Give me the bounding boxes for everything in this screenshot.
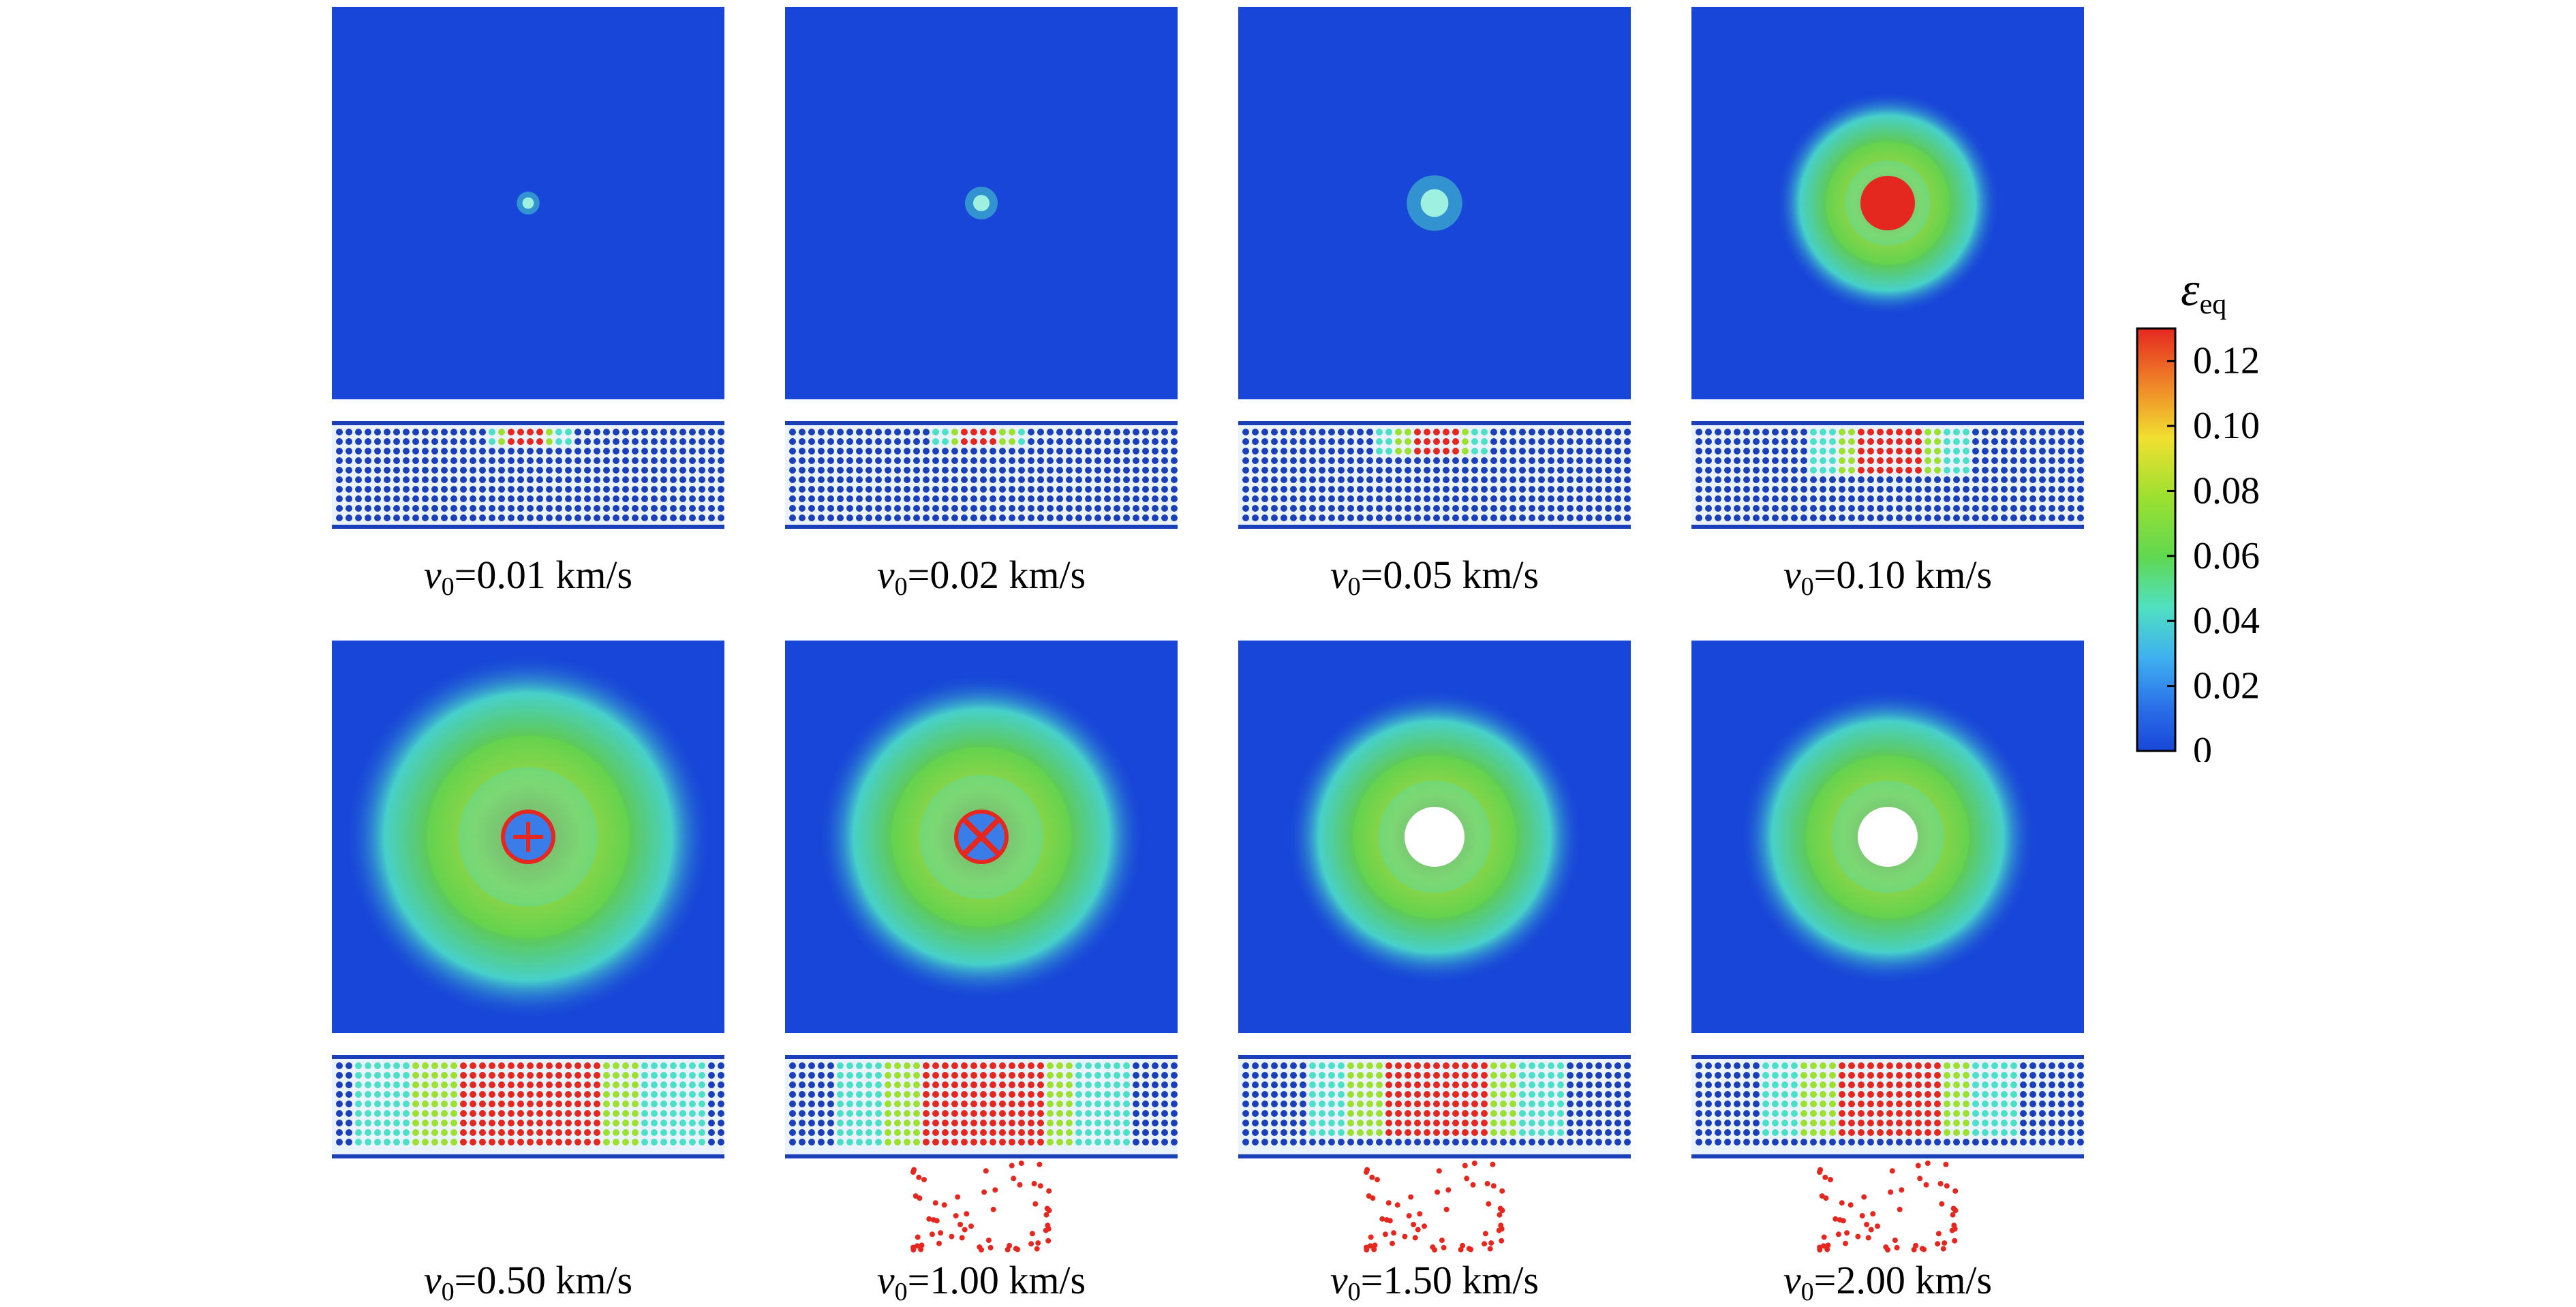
top-view-strain-map (785, 641, 1178, 1033)
velocity-caption: v0=0.02 km/s (876, 553, 1086, 601)
panel: v0=0.05 km/s (1238, 7, 1631, 606)
colorbar-gradient (2136, 327, 2177, 752)
side-view-cross-section (1238, 1052, 1631, 1257)
velocity-caption: v0=1.00 km/s (876, 1258, 1086, 1306)
panel: v0=0.01 km/s (332, 7, 724, 606)
velocity-caption: v0=0.50 km/s (423, 1258, 633, 1306)
side-view-cross-section (1691, 418, 2084, 538)
panel: v0=1.50 km/s (1238, 641, 1631, 1306)
side-view-cross-section (332, 418, 724, 538)
velocity-caption: v0=0.05 km/s (1330, 553, 1539, 601)
colorbar-ticks: 0.12 0.10 0.08 0.06 0.04 0.02 0 (2167, 340, 2260, 762)
top-view-strain-map (1691, 7, 2084, 399)
colorbar-tick-label: 0.06 (2193, 535, 2260, 577)
panel: v0=0.02 km/s (785, 7, 1178, 606)
velocity-caption: v0=0.10 km/s (1783, 553, 1993, 601)
side-view-cross-section (332, 1052, 724, 1257)
panel: v0=0.50 km/s (332, 641, 724, 1306)
colorbar-tick-label: 0.10 (2193, 405, 2260, 447)
side-view-cross-section (785, 418, 1178, 538)
colorbar-tick-label: 0.12 (2193, 340, 2260, 382)
top-view-strain-map (1691, 641, 2084, 1033)
velocity-caption: v0=0.01 km/s (423, 553, 633, 601)
top-view-strain-map (785, 7, 1178, 399)
top-view-strain-map (1238, 641, 1631, 1033)
side-view-cross-section (1238, 418, 1631, 538)
top-view-strain-map (332, 641, 724, 1033)
side-view-cross-section (1691, 1052, 2084, 1257)
side-view-cross-section (785, 1052, 1178, 1257)
top-view-strain-map (332, 7, 724, 399)
top-view-strain-map (1238, 7, 1631, 399)
colorbar-tick-label: 0 (2193, 730, 2212, 762)
colorbar: 0.12 0.10 0.08 0.06 0.04 0.02 0 (2136, 327, 2260, 762)
panel: v0=2.00 km/s (1691, 641, 2084, 1306)
panel: v0=1.00 km/s (785, 641, 1178, 1306)
velocity-caption: v0=2.00 km/s (1783, 1258, 1993, 1306)
colorbar-tick-label: 0.02 (2193, 665, 2260, 707)
colorbar-title: εeq (2181, 264, 2227, 320)
velocity-caption: v0=1.50 km/s (1330, 1258, 1539, 1306)
panel: v0=0.10 km/s (1691, 7, 2084, 606)
colorbar-tick-label: 0.04 (2193, 600, 2260, 642)
colorbar-tick-label: 0.08 (2193, 470, 2260, 512)
